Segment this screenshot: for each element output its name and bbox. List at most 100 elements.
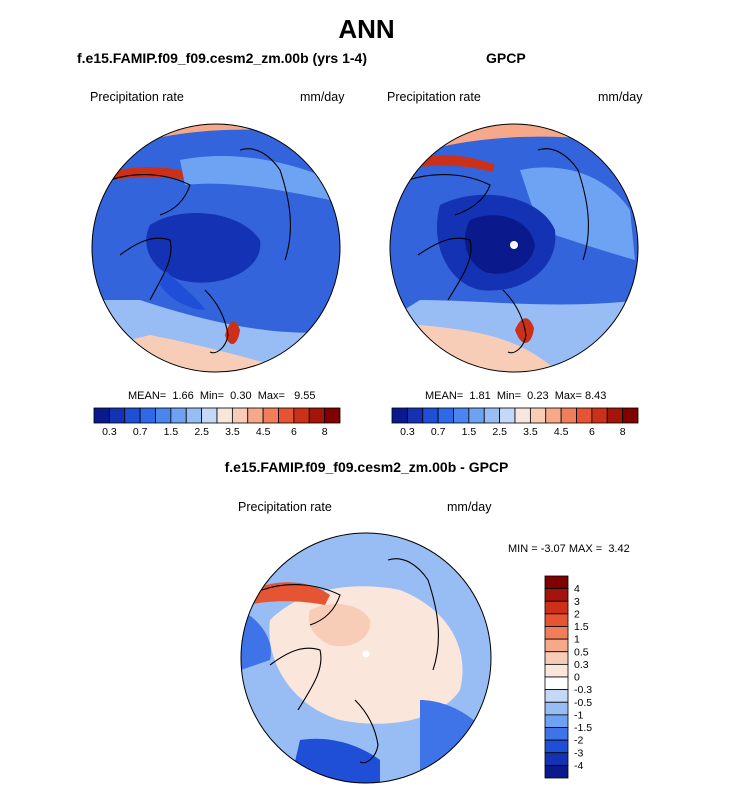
- diff-colorbar-swatch: [544, 701, 569, 716]
- diff-colorbar-swatch: [544, 714, 569, 728]
- diff-colorbar-swatch: [544, 739, 569, 754]
- diff-colorbar-swatch: [544, 663, 569, 678]
- model-colorbar-tick-label: 4.5: [256, 426, 271, 438]
- diff-colorbar-swatch: [544, 588, 569, 602]
- obs-colorbar-swatch: [499, 407, 516, 424]
- diff-colorbar-swatch: [544, 689, 569, 703]
- diff-colorbar-tick-label: -3: [574, 747, 583, 759]
- model-colorbar-swatch: [201, 407, 218, 424]
- diff-max-value: 3.42: [608, 543, 630, 555]
- model-colorbar-swatch: [247, 407, 264, 424]
- model-colorbar-tick-label: 0.7: [133, 426, 148, 438]
- model-colorbar-tick-label: 8: [322, 426, 328, 438]
- model-colorbar-swatch: [262, 407, 279, 424]
- obs-map: [390, 124, 638, 372]
- diff-map-border: [240, 532, 492, 784]
- diff-colorbar-tick-label: 0.5: [574, 646, 589, 658]
- obs-colorbar-tick-label: 8: [620, 426, 626, 438]
- diff-colorbar-tick-label: 2: [574, 608, 580, 620]
- obs-map-coastlines: [407, 148, 589, 354]
- model-colorbar-swatch: [185, 407, 203, 424]
- model-units-label: mm/day: [300, 90, 345, 104]
- obs-colorbar-swatch: [576, 407, 593, 424]
- model-map-greenland-region: [160, 270, 205, 310]
- obs-stats: MEAN= 1.81 Min= 0.23 Max= 8.43: [425, 390, 606, 402]
- model-colorbar-swatch: [231, 407, 249, 424]
- diff-colorbar-swatch: [544, 651, 569, 665]
- model-colorbar-swatch: [216, 407, 233, 424]
- model-variable-label: Precipitation rate: [90, 90, 184, 104]
- obs-map-dry-core-inner: [465, 215, 535, 274]
- model-colorbar-swatch: [308, 407, 326, 424]
- model-panel-title: f.e15.FAMIP.f09_f09.cesm2_zm.00b (yrs 1-…: [77, 50, 368, 66]
- model-map: [92, 124, 340, 372]
- obs-colorbar-swatch: [591, 407, 608, 424]
- obs-max-label: Max=: [554, 390, 582, 402]
- model-max-label: Max=: [257, 390, 285, 402]
- model-colorbar: 0.3 0.7 1.5 2.5 3.5 4.5 6 8: [93, 407, 341, 438]
- model-colorbar-swatch: [170, 407, 187, 424]
- diff-colorbar-swatch: [544, 764, 569, 779]
- obs-colorbar-tick-label: 4.5: [554, 426, 569, 438]
- diff-panel-title: f.e15.FAMIP.f09_f09.cesm2_zm.00b - GPCP: [224, 459, 509, 475]
- obs-map-light-region-1: [520, 167, 635, 260]
- obs-colorbar-swatch: [560, 407, 577, 424]
- model-colorbar-tick-label: 3.5: [225, 426, 240, 438]
- diff-map: [241, 533, 491, 783]
- obs-colorbar: 0.3 0.7 1.5 2.5 3.5 4.5 6 8: [391, 407, 639, 438]
- obs-variable-label: Precipitation rate: [387, 90, 481, 104]
- model-colorbar-swatch: [293, 407, 310, 424]
- diff-variable-label: Precipitation rate: [238, 500, 332, 514]
- diff-colorbar-swatch: [544, 676, 569, 691]
- model-colorbar-swatch: [93, 407, 110, 424]
- obs-min-value: 0.23: [527, 390, 549, 402]
- diff-colorbar-tick-label: 0.3: [574, 659, 589, 671]
- diff-colorbar-swatch: [544, 600, 569, 615]
- model-colorbar-tick-label: 1.5: [164, 426, 179, 438]
- diff-colorbar-swatch: [544, 613, 569, 627]
- figure-title: ANN: [338, 14, 395, 44]
- diff-min-value: -3.07: [540, 543, 566, 555]
- obs-colorbar-tick-label: 2.5: [492, 426, 507, 438]
- diff-units-label: mm/day: [447, 500, 492, 514]
- obs-map-storm-track: [410, 155, 495, 172]
- obs-colorbar-swatch: [514, 407, 531, 424]
- obs-colorbar-tick-label: 0.7: [431, 426, 446, 438]
- model-colorbar-tick-label: 2.5: [194, 426, 209, 438]
- diff-colorbar-tick-label: -0.5: [574, 697, 592, 709]
- diff-min-label: MIN =: [508, 543, 538, 555]
- obs-max-value: 8.43: [585, 390, 607, 402]
- model-colorbar-swatch: [108, 407, 126, 424]
- diff-colorbar-tick-label: -2: [574, 735, 583, 747]
- diff-colorbar-swatch: [544, 727, 569, 741]
- model-colorbar-tick-label: 6: [291, 426, 297, 438]
- model-map-norway-precip: [225, 320, 240, 345]
- model-min-label: Min=: [199, 390, 225, 402]
- obs-mean-value: 1.81: [469, 390, 491, 402]
- model-map-dry-core: [146, 213, 261, 283]
- diff-map-positive-core: [308, 604, 371, 647]
- obs-mean-label: MEAN=: [425, 390, 464, 402]
- diff-colorbar-tick-label: 1: [574, 634, 580, 646]
- diff-colorbar-swatch: [544, 626, 569, 640]
- model-colorbar-swatch: [124, 407, 141, 424]
- model-map-border: [91, 123, 341, 373]
- diff-colorbar-tick-label: 4: [574, 583, 580, 595]
- obs-colorbar-swatch: [406, 407, 424, 424]
- obs-colorbar-swatch: [453, 407, 470, 424]
- model-min-value: 0.30: [230, 390, 252, 402]
- obs-colorbar-swatch: [606, 407, 624, 424]
- obs-colorbar-tick-label: 3.5: [523, 426, 538, 438]
- obs-map-border: [389, 123, 639, 373]
- obs-colorbar-swatch: [391, 407, 408, 424]
- diff-map-coastlines: [261, 558, 439, 764]
- diff-colorbar-tick-label: 1.5: [574, 621, 589, 633]
- diff-map-pole-hole: [362, 650, 370, 658]
- model-mean-value: 1.66: [172, 390, 194, 402]
- diff-colorbar-swatch: [544, 575, 569, 590]
- obs-colorbar-tick-label: 0.3: [400, 426, 415, 438]
- obs-colorbar-swatch: [545, 407, 562, 424]
- obs-min-label: Min=: [496, 390, 522, 402]
